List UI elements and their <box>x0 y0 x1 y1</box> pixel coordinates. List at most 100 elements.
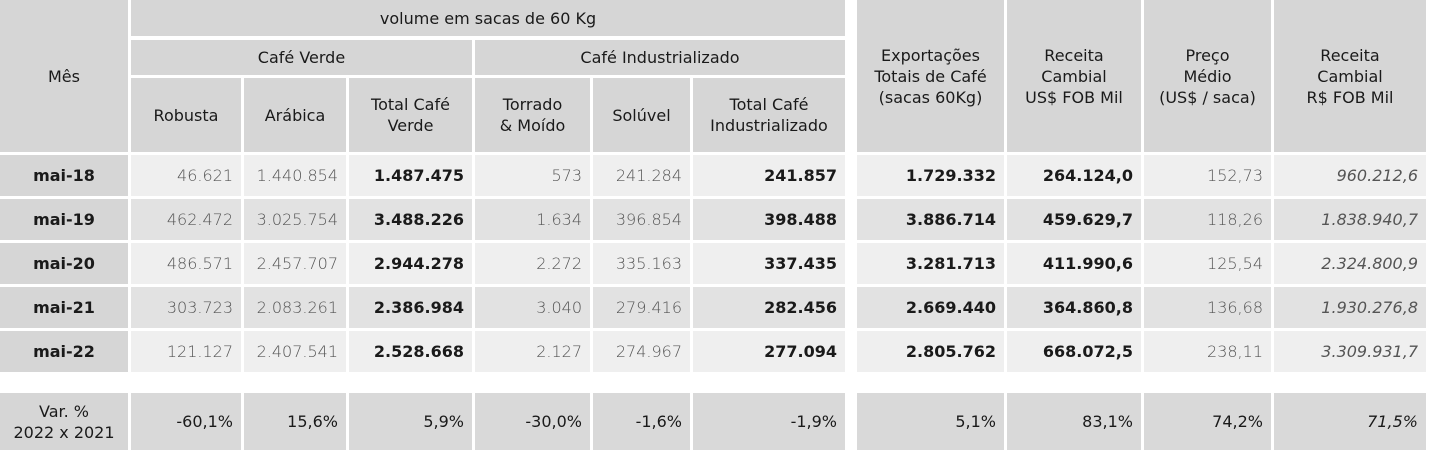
header-preco: Preço Médio (US$ / saca) <box>1144 0 1271 152</box>
cell-receita-brl: 1.930.276,8 <box>1274 287 1426 328</box>
header-cafe-industrializado: Café Industrializado <box>475 40 845 75</box>
header-export: Exportações Totais de Café (sacas 60Kg) <box>857 0 1004 152</box>
row-month-label: mai-20 <box>0 243 128 284</box>
variation-label-line1: Var. % <box>39 401 89 421</box>
header-total-ind-line1: Total Café <box>729 95 809 114</box>
cell-total-verde: 3.488.226 <box>349 199 472 240</box>
header-robusta: Robusta <box>131 78 241 152</box>
cell-torrado: 1.634 <box>475 199 590 240</box>
cell-preco: 118,26 <box>1144 199 1271 240</box>
cell-total-verde: 2.528.668 <box>349 331 472 372</box>
row-month-label: mai-21 <box>0 287 128 328</box>
cell-arabica: 2.083.261 <box>244 287 346 328</box>
cell-total-verde: 2.386.984 <box>349 287 472 328</box>
header-total-verde-line2: Verde <box>387 116 434 135</box>
variation-label: Var. % 2022 x 2021 <box>0 393 128 450</box>
cell-soluvel: 335.163 <box>593 243 690 284</box>
cell-receita-usd: 364.860,8 <box>1007 287 1141 328</box>
cell-arabica: 2.457.707 <box>244 243 346 284</box>
row-month-label: mai-19 <box>0 199 128 240</box>
header-preco-line1: Preço <box>1185 45 1230 65</box>
header-preco-line3: (US$ / saca) <box>1159 87 1256 107</box>
cell-preco: 152,73 <box>1144 155 1271 196</box>
cell-total-ind: 282.456 <box>693 287 845 328</box>
header-arabica: Arábica <box>244 78 346 152</box>
header-total-verde: Total Café Verde <box>349 78 472 152</box>
header-receita-usd: Receita Cambial US$ FOB Mil <box>1007 0 1141 152</box>
cell-receita-usd: 411.990,6 <box>1007 243 1141 284</box>
cell-receita-usd: 459.629,7 <box>1007 199 1141 240</box>
cell-total-ind: 337.435 <box>693 243 845 284</box>
header-mes-label: Mês <box>48 66 80 86</box>
cell-total-ind: 241.857 <box>693 155 845 196</box>
cell-receita-brl: 2.324.800,9 <box>1274 243 1426 284</box>
cell-export: 3.281.713 <box>857 243 1004 284</box>
header-receita-usd-line3: US$ FOB Mil <box>1025 87 1123 107</box>
variation-soluvel: -1,6% <box>593 393 690 450</box>
cell-export: 2.805.762 <box>857 331 1004 372</box>
cell-total-ind: 277.094 <box>693 331 845 372</box>
cell-receita-usd: 264.124,0 <box>1007 155 1141 196</box>
cell-torrado: 573 <box>475 155 590 196</box>
variation-arabica: 15,6% <box>244 393 346 450</box>
cell-preco: 238,11 <box>1144 331 1271 372</box>
cell-robusta: 121.127 <box>131 331 241 372</box>
variation-export: 5,1% <box>857 393 1004 450</box>
variation-total-verde: 5,9% <box>349 393 472 450</box>
header-cafe-verde: Café Verde <box>131 40 472 75</box>
header-export-line3: (sacas 60Kg) <box>878 87 983 107</box>
header-cafe-verde-label: Café Verde <box>257 48 346 67</box>
header-receita-usd-line2: Cambial <box>1041 66 1107 86</box>
cell-soluvel: 274.967 <box>593 331 690 372</box>
row-month-label: mai-22 <box>0 331 128 372</box>
header-receita-brl-line3: R$ FOB Mil <box>1306 87 1394 107</box>
cell-total-verde: 2.944.278 <box>349 243 472 284</box>
variation-preco: 74,2% <box>1144 393 1271 450</box>
cell-soluvel: 396.854 <box>593 199 690 240</box>
cell-preco: 136,68 <box>1144 287 1271 328</box>
cell-torrado: 2.272 <box>475 243 590 284</box>
cell-total-verde: 1.487.475 <box>349 155 472 196</box>
header-preco-line2: Médio <box>1183 66 1232 86</box>
header-export-line1: Exportações <box>881 45 980 65</box>
cell-total-ind: 398.488 <box>693 199 845 240</box>
header-volume: volume em sacas de 60 Kg <box>131 0 845 36</box>
cell-arabica: 1.440.854 <box>244 155 346 196</box>
variation-receita-usd: 83,1% <box>1007 393 1141 450</box>
header-torrado: Torrado & Moído <box>475 78 590 152</box>
cell-torrado: 2.127 <box>475 331 590 372</box>
cell-arabica: 2.407.541 <box>244 331 346 372</box>
header-total-ind: Total Café Industrializado <box>693 78 845 152</box>
row-month-label: mai-18 <box>0 155 128 196</box>
header-total-verde-line1: Total Café <box>371 95 450 114</box>
cell-robusta: 303.723 <box>131 287 241 328</box>
cell-robusta: 46.621 <box>131 155 241 196</box>
header-arabica-label: Arábica <box>264 105 326 125</box>
header-receita-brl-line1: Receita <box>1320 45 1380 65</box>
cell-torrado: 3.040 <box>475 287 590 328</box>
variation-receita-brl: 71,5% <box>1274 393 1426 450</box>
header-torrado-line1: Torrado <box>502 95 563 114</box>
cell-receita-usd: 668.072,5 <box>1007 331 1141 372</box>
header-robusta-label: Robusta <box>153 105 219 125</box>
cell-export: 2.669.440 <box>857 287 1004 328</box>
variation-label-line2: 2022 x 2021 <box>13 422 115 442</box>
header-volume-label: volume em sacas de 60 Kg <box>379 8 597 28</box>
variation-torrado: -30,0% <box>475 393 590 450</box>
header-total-ind-line2: Industrializado <box>710 116 828 135</box>
cell-export: 3.886.714 <box>857 199 1004 240</box>
header-soluvel-label: Solúvel <box>612 105 671 125</box>
cell-robusta: 462.472 <box>131 199 241 240</box>
cell-receita-brl: 3.309.931,7 <box>1274 331 1426 372</box>
cell-receita-brl: 1.838.940,7 <box>1274 199 1426 240</box>
cell-robusta: 486.571 <box>131 243 241 284</box>
cell-soluvel: 279.416 <box>593 287 690 328</box>
header-receita-brl: Receita Cambial R$ FOB Mil <box>1274 0 1426 152</box>
header-cafe-industrializado-label: Café Industrializado <box>580 48 740 67</box>
cell-soluvel: 241.284 <box>593 155 690 196</box>
cell-export: 1.729.332 <box>857 155 1004 196</box>
cell-preco: 125,54 <box>1144 243 1271 284</box>
header-export-line2: Totais de Café <box>874 66 987 86</box>
header-torrado-line2: & Moído <box>499 116 566 135</box>
cell-receita-brl: 960.212,6 <box>1274 155 1426 196</box>
